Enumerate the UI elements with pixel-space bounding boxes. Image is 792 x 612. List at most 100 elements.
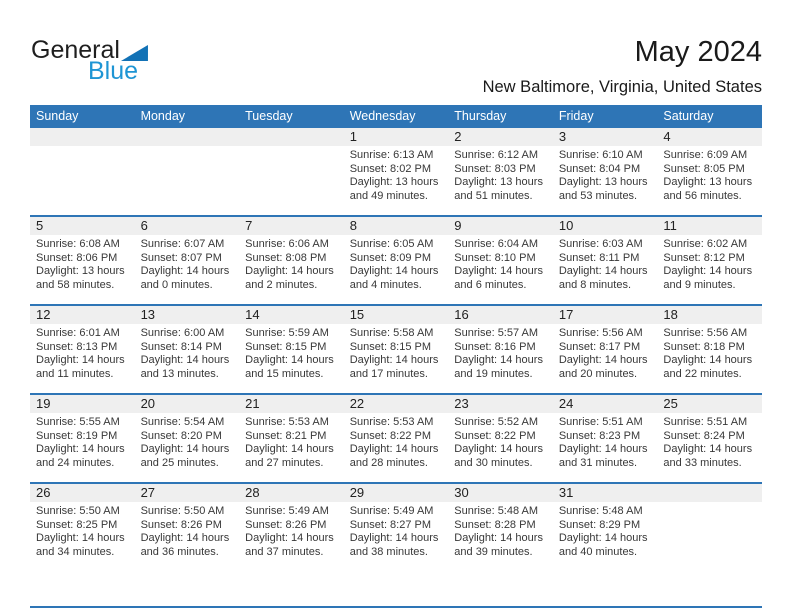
day-cell: 14 Sunrise: 5:59 AM Sunset: 8:15 PM Dayligh… — [239, 306, 344, 393]
day-details: Sunrise: 5:59 AM Sunset: 8:15 PM Daylight:… — [239, 324, 344, 381]
day-cell: 24 Sunrise: 5:51 AM Sunset: 8:23 PM Dayligh… — [552, 395, 658, 482]
day-number: 5 — [30, 217, 135, 235]
day-number: 31 — [552, 484, 658, 502]
detail-line: and 22 minutes. — [663, 367, 742, 380]
day-details — [135, 146, 240, 149]
detail-line: Daylight: 14 hours — [245, 265, 334, 277]
day-number: 16 — [448, 306, 553, 324]
day-cell: 22 Sunrise: 5:53 AM Sunset: 8:22 PM Dayligh… — [343, 395, 449, 482]
day-number: 7 — [239, 217, 344, 235]
day-cell: 26 Sunrise: 5:50 AM Sunset: 8:25 PM Dayligh… — [30, 484, 135, 571]
day-number — [239, 128, 344, 146]
week-row: 19 Sunrise: 5:55 AM Sunset: 8:19 PM Dayligh… — [30, 393, 762, 482]
weekday-header: Tuesday — [245, 108, 293, 123]
day-number: 25 — [657, 395, 762, 413]
detail-line: Daylight: 13 hours — [349, 176, 439, 188]
detail-line: Sunset: 8:15 PM — [245, 340, 327, 353]
detail-line: and 9 minutes. — [663, 278, 736, 291]
detail-line: Sunset: 8:27 PM — [349, 518, 432, 531]
day-details: Sunrise: 6:10 AM Sunset: 8:04 PM Daylight:… — [553, 146, 658, 203]
day-details — [239, 146, 344, 149]
detail-line: and 27 minutes. — [245, 456, 324, 469]
logo-triangle-icon — [120, 45, 148, 61]
detail-line: and 37 minutes. — [245, 545, 324, 558]
detail-line: Sunrise: 6:10 AM — [558, 149, 643, 161]
day-details: Sunrise: 6:04 AM Sunset: 8:10 PM Daylight:… — [448, 235, 553, 292]
day-number: 26 — [30, 484, 135, 502]
detail-line: Daylight: 13 hours — [663, 176, 753, 188]
detail-line: and 6 minutes. — [454, 278, 527, 291]
day-cell: 25 Sunrise: 5:51 AM Sunset: 8:24 PM Dayligh… — [657, 395, 762, 482]
detail-line: Daylight: 14 hours — [663, 354, 753, 366]
day-details: Sunrise: 6:13 AM Sunset: 8:02 PM Daylight:… — [344, 146, 449, 203]
day-details: Sunrise: 5:57 AM Sunset: 8:16 PM Daylight:… — [448, 324, 553, 381]
detail-line: Daylight: 14 hours — [349, 443, 439, 455]
detail-line: Sunrise: 5:48 AM — [454, 505, 539, 517]
detail-line: Daylight: 14 hours — [349, 354, 439, 366]
detail-line: Sunrise: 6:12 AM — [454, 149, 539, 161]
detail-line: Daylight: 14 hours — [245, 443, 334, 455]
day-details — [657, 502, 762, 505]
day-number: 10 — [552, 217, 658, 235]
detail-line: and 34 minutes. — [36, 545, 115, 558]
day-details: Sunrise: 6:08 AM Sunset: 8:06 PM Daylight:… — [30, 235, 135, 292]
day-number: 21 — [239, 395, 344, 413]
detail-line: and 39 minutes. — [454, 545, 533, 558]
day-cell: 28 Sunrise: 5:49 AM Sunset: 8:26 PM Dayligh… — [239, 484, 344, 571]
day-number: 9 — [448, 217, 553, 235]
day-number: 3 — [552, 128, 658, 146]
detail-line: Daylight: 14 hours — [558, 265, 648, 277]
general-blue-logo: General Blue — [31, 38, 148, 84]
day-number: 20 — [134, 395, 240, 413]
detail-line: Daylight: 14 hours — [558, 354, 648, 366]
day-details: Sunrise: 5:53 AM Sunset: 8:22 PM Daylight:… — [344, 413, 449, 470]
empty-day-cell — [30, 128, 135, 215]
day-cell: 30 Sunrise: 5:48 AM Sunset: 8:28 PM Dayligh… — [448, 484, 553, 571]
detail-line: and 40 minutes. — [558, 545, 638, 558]
detail-line: and 53 minutes. — [558, 189, 638, 202]
day-details: Sunrise: 6:06 AM Sunset: 8:08 PM Daylight:… — [239, 235, 344, 292]
detail-line: Sunrise: 6:02 AM — [663, 238, 748, 250]
detail-line: Sunset: 8:05 PM — [663, 162, 745, 175]
day-cell: 31 Sunrise: 5:48 AM Sunset: 8:29 PM Dayligh… — [552, 484, 658, 571]
detail-line: Sunrise: 5:48 AM — [558, 505, 643, 517]
week-row: 1 Sunrise: 6:13 AM Sunset: 8:02 PM Daylight… — [30, 126, 762, 215]
detail-line: Daylight: 14 hours — [36, 354, 125, 366]
day-cell: 29 Sunrise: 5:49 AM Sunset: 8:27 PM Dayligh… — [343, 484, 449, 571]
day-cell: 6 Sunrise: 6:07 AM Sunset: 8:07 PM Daylight… — [134, 217, 240, 304]
calendar-grid: 1 Sunrise: 6:13 AM Sunset: 8:02 PM Daylight… — [30, 126, 762, 571]
detail-line: and 36 minutes. — [140, 545, 219, 558]
week-row: 5 Sunrise: 6:08 AM Sunset: 8:06 PM Daylight… — [30, 215, 762, 304]
day-number: 30 — [448, 484, 553, 502]
detail-line: and 58 minutes. — [36, 278, 115, 291]
day-details: Sunrise: 5:50 AM Sunset: 8:26 PM Daylight:… — [135, 502, 240, 559]
detail-line: Daylight: 14 hours — [558, 532, 648, 544]
detail-line: Sunrise: 5:58 AM — [349, 327, 434, 339]
weekday-header-row: Sunday Monday Tuesday Wednesday Thursday Frid… — [30, 105, 762, 126]
day-cell: 17 Sunrise: 5:56 AM Sunset: 8:17 PM Dayligh… — [552, 306, 658, 393]
detail-line: Sunrise: 6:06 AM — [245, 238, 329, 250]
detail-line: Sunset: 8:06 PM — [36, 251, 118, 264]
detail-line: Sunset: 8:18 PM — [663, 340, 745, 353]
week-row: 26 Sunrise: 5:50 AM Sunset: 8:25 PM Dayligh… — [30, 482, 762, 571]
day-cell: 2 Sunrise: 6:12 AM Sunset: 8:03 PM Daylight… — [448, 128, 553, 215]
detail-line: Sunrise: 5:56 AM — [663, 327, 748, 339]
detail-line: Daylight: 14 hours — [454, 532, 543, 544]
week-row: 12 Sunrise: 6:01 AM Sunset: 8:13 PM Dayligh… — [30, 304, 762, 393]
day-cell: 16 Sunrise: 5:57 AM Sunset: 8:16 PM Dayligh… — [448, 306, 553, 393]
detail-line: Sunset: 8:09 PM — [349, 251, 432, 264]
detail-line: Sunrise: 6:09 AM — [663, 149, 748, 161]
detail-line: and 20 minutes. — [558, 367, 638, 380]
day-details: Sunrise: 6:07 AM Sunset: 8:07 PM Daylight:… — [135, 235, 240, 292]
detail-line: and 11 minutes. — [36, 367, 114, 380]
detail-line: Sunrise: 5:52 AM — [454, 416, 539, 428]
day-details — [30, 146, 135, 149]
detail-line: Sunset: 8:17 PM — [558, 340, 641, 353]
title-block: May 2024 New Baltimore, Virginia, United… — [483, 36, 762, 97]
day-cell: 11 Sunrise: 6:02 AM Sunset: 8:12 PM Dayligh… — [657, 217, 762, 304]
detail-line: Sunrise: 6:03 AM — [558, 238, 643, 250]
detail-line: Sunrise: 5:55 AM — [36, 416, 120, 428]
day-number: 23 — [448, 395, 553, 413]
day-details: Sunrise: 6:09 AM Sunset: 8:05 PM Daylight:… — [657, 146, 762, 203]
day-details: Sunrise: 5:51 AM Sunset: 8:23 PM Daylight:… — [553, 413, 658, 470]
